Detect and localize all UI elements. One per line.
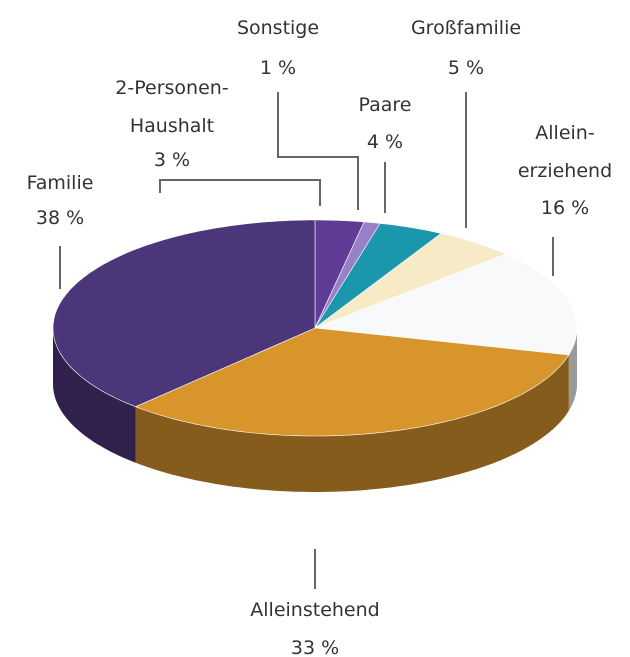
slice [314, 253, 578, 356]
slice-side [568, 328, 577, 411]
value-label: 5 % [447, 57, 485, 79]
value-label: 4 % [366, 131, 404, 153]
slice [314, 233, 507, 329]
category-label: Großfamilie [410, 17, 522, 39]
value-label: 3 % [153, 149, 191, 171]
slice [134, 327, 570, 437]
value-label: 38 % [35, 207, 85, 229]
value-label: 16 % [540, 197, 590, 219]
category-label: 2-Personen- Haushalt [115, 77, 229, 137]
leader-line [277, 92, 359, 210]
slice [314, 223, 442, 329]
value-label: 1 % [259, 57, 297, 79]
category-label: Alleinstehend [250, 599, 380, 621]
slice-side [53, 328, 136, 463]
category-label: Familie [26, 172, 94, 194]
slice [52, 219, 316, 408]
value-label: 33 % [290, 637, 340, 657]
category-label: Sonstige [236, 17, 320, 39]
slice-tops [52, 219, 578, 437]
slice-sides [53, 328, 577, 492]
category-label: Paare [358, 94, 412, 116]
slice-side [135, 354, 569, 492]
leader-line [159, 179, 321, 206]
category-label: Allein- erziehend [517, 122, 613, 182]
